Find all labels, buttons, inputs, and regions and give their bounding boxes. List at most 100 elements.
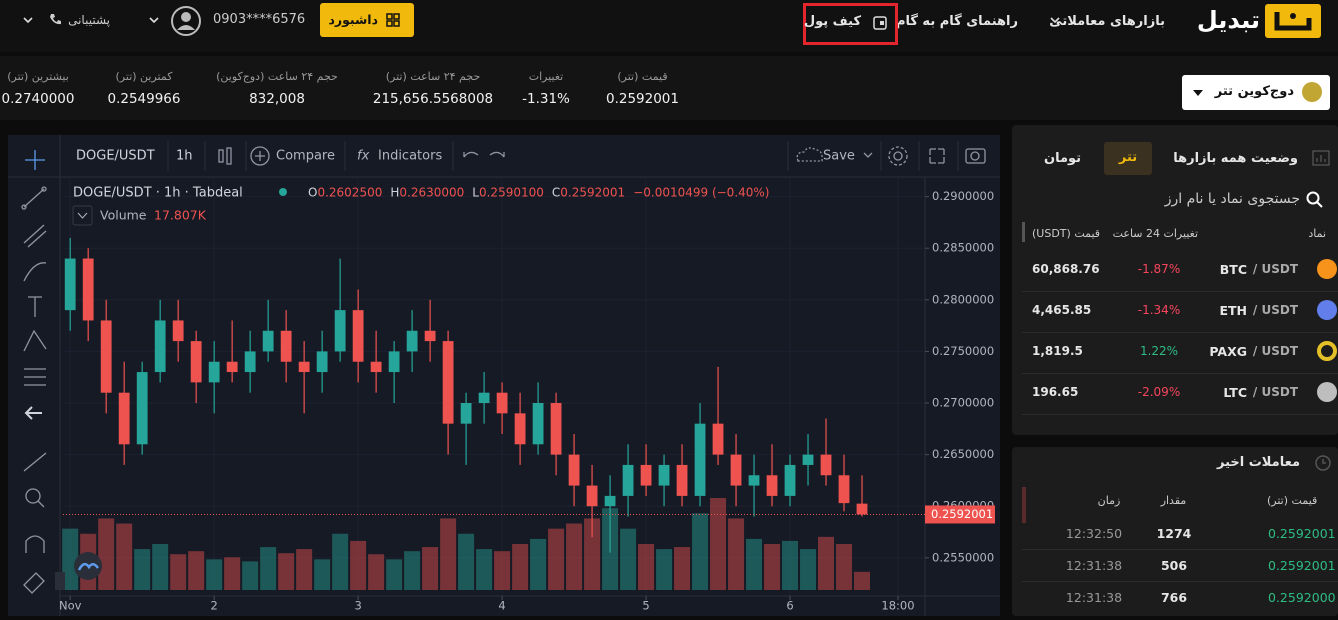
volume-bar — [350, 540, 367, 590]
volume-bar — [746, 538, 763, 590]
volume-bar — [854, 571, 871, 590]
avatar[interactable] — [170, 5, 202, 37]
chart: DOGE/USDT 1h Compare fx Indicators Save … — [8, 135, 1000, 616]
volume-bar — [116, 523, 133, 590]
toolbar-indicators[interactable]: Indicators — [378, 149, 442, 164]
volume-bar — [224, 557, 241, 590]
y-tick-label: 0.2850000 — [932, 241, 994, 255]
candle-body — [280, 330, 292, 362]
tab-active[interactable] — [1104, 142, 1152, 175]
tab-usdt[interactable]: تتر — [1118, 150, 1138, 165]
ohlc-value: 0.2592001 — [560, 186, 625, 200]
btc-icon — [1317, 259, 1337, 279]
candle-body — [172, 320, 184, 342]
candle-body — [64, 258, 76, 311]
fx-icon[interactable]: fx — [357, 149, 370, 164]
candle-body — [100, 320, 112, 393]
volume-bar — [584, 518, 601, 590]
volume-bar — [458, 533, 475, 590]
search-input[interactable]: جستجوی نماد یا نام ارز — [1164, 191, 1300, 207]
toolbar-interval[interactable]: 1h — [176, 149, 193, 164]
volume-bar — [170, 554, 187, 590]
x-tick-label: 4 — [498, 599, 505, 613]
volume-bar — [710, 498, 727, 590]
paxg-icon — [1317, 341, 1337, 361]
candle-body — [640, 464, 652, 486]
candle-body — [316, 351, 328, 373]
volume-bar — [566, 523, 583, 590]
ohlc-value: 0.2630000 — [399, 186, 464, 200]
col-price: قیمت (USDT) — [1032, 227, 1101, 240]
y-tick-label: 0.2800000 — [932, 292, 994, 306]
ticker-item: حجم ۲۴ ساعت (تتر) 215,656.5568008 — [368, 70, 498, 107]
candle-body — [208, 361, 220, 383]
volume-bar — [188, 551, 205, 590]
row-base: LTC — [1223, 385, 1247, 400]
nav-support[interactable]: پشتیبانی — [68, 13, 110, 27]
volume-bar — [620, 528, 637, 590]
candle-body — [586, 485, 598, 507]
nav-markets[interactable]: بازارهای معاملاتی — [1049, 14, 1165, 29]
nav-guide[interactable]: راهنمای گام به گام — [895, 14, 1018, 29]
toolbar-compare[interactable]: Compare — [276, 149, 335, 164]
candle-body — [298, 361, 310, 373]
ticker-value: 215,656.5568008 — [372, 91, 494, 107]
status-dot — [279, 188, 287, 196]
wallet-highlight[interactable]: کیف پول — [803, 3, 898, 45]
volume-bar — [836, 544, 853, 590]
toolbar-symbol[interactable]: DOGE/USDT — [76, 149, 155, 164]
volume-bar — [152, 544, 169, 590]
x-tick-label: 5 — [642, 599, 649, 613]
toolbar-save[interactable]: Save — [823, 149, 855, 164]
chevron — [23, 17, 33, 24]
scroll-handle[interactable] — [55, 572, 65, 590]
toolbar-icons[interactable] — [218, 146, 986, 166]
dashboard-label[interactable]: داشبورد — [328, 12, 378, 27]
last-price-label: 0.2592001 — [931, 507, 993, 521]
chevron — [1050, 17, 1060, 24]
candle-body — [406, 330, 418, 352]
row-base: ETH — [1219, 303, 1247, 318]
ticker-value: -1.31% — [522, 91, 570, 107]
top-bar: تبدیل بازارهای معاملاتی راهنمای گام به گ… — [0, 0, 1338, 52]
logo-icon[interactable] — [1265, 4, 1321, 38]
volume-bar — [422, 547, 439, 590]
candle-body — [730, 454, 742, 486]
y-tick-label: 0.2650000 — [932, 447, 994, 461]
row-quote: / USDT — [1252, 262, 1298, 276]
x-tick-label: 3 — [354, 599, 361, 613]
toolbar-separators — [167, 141, 959, 171]
candle-body — [496, 392, 508, 414]
row-price: 4,465.85 — [1032, 303, 1092, 317]
candle-body — [118, 392, 130, 445]
logo-text[interactable]: تبدیل — [1196, 6, 1260, 34]
dashboard-button[interactable]: داشبورد — [320, 3, 414, 37]
ticker-item: قیمت (تتر) 0.2592001 — [600, 70, 685, 107]
crosshair-icon[interactable] — [25, 150, 45, 170]
candle-body — [424, 330, 436, 342]
ticker-label: تغییرات — [528, 70, 564, 83]
row-separator — [1022, 549, 1338, 550]
volume-bar — [818, 536, 835, 590]
volume-bar — [296, 549, 313, 590]
market-selector[interactable]: دوج‌کوین تتر — [1182, 75, 1330, 110]
trades-panel: معاملات اخیر قیمت (تتر) مقدار زمان 0.259… — [1012, 447, 1338, 616]
candle-body — [622, 464, 634, 496]
row-separator — [1022, 414, 1338, 415]
tab-toman[interactable]: تومان — [1044, 151, 1082, 166]
volume-bar — [656, 549, 673, 590]
candle-body — [442, 341, 454, 424]
nav-wallet[interactable]: کیف پول — [803, 14, 861, 29]
collapse-button[interactable] — [72, 205, 93, 226]
ohlc-value: 0.2590100 — [479, 186, 544, 200]
volume-value: 17.807K — [154, 208, 207, 223]
row-separator — [1022, 581, 1338, 582]
drawing-tools[interactable] — [21, 186, 47, 594]
candle-body — [658, 464, 670, 486]
volume-bar — [638, 544, 655, 590]
col-symbol: نماد — [1308, 227, 1326, 240]
trade-amount: 766 — [1160, 590, 1188, 605]
row-change: 1.22% — [1139, 344, 1179, 358]
market-selector-label[interactable]: دوج‌کوین تتر — [1214, 84, 1294, 99]
logo-mark — [1274, 12, 1312, 31]
